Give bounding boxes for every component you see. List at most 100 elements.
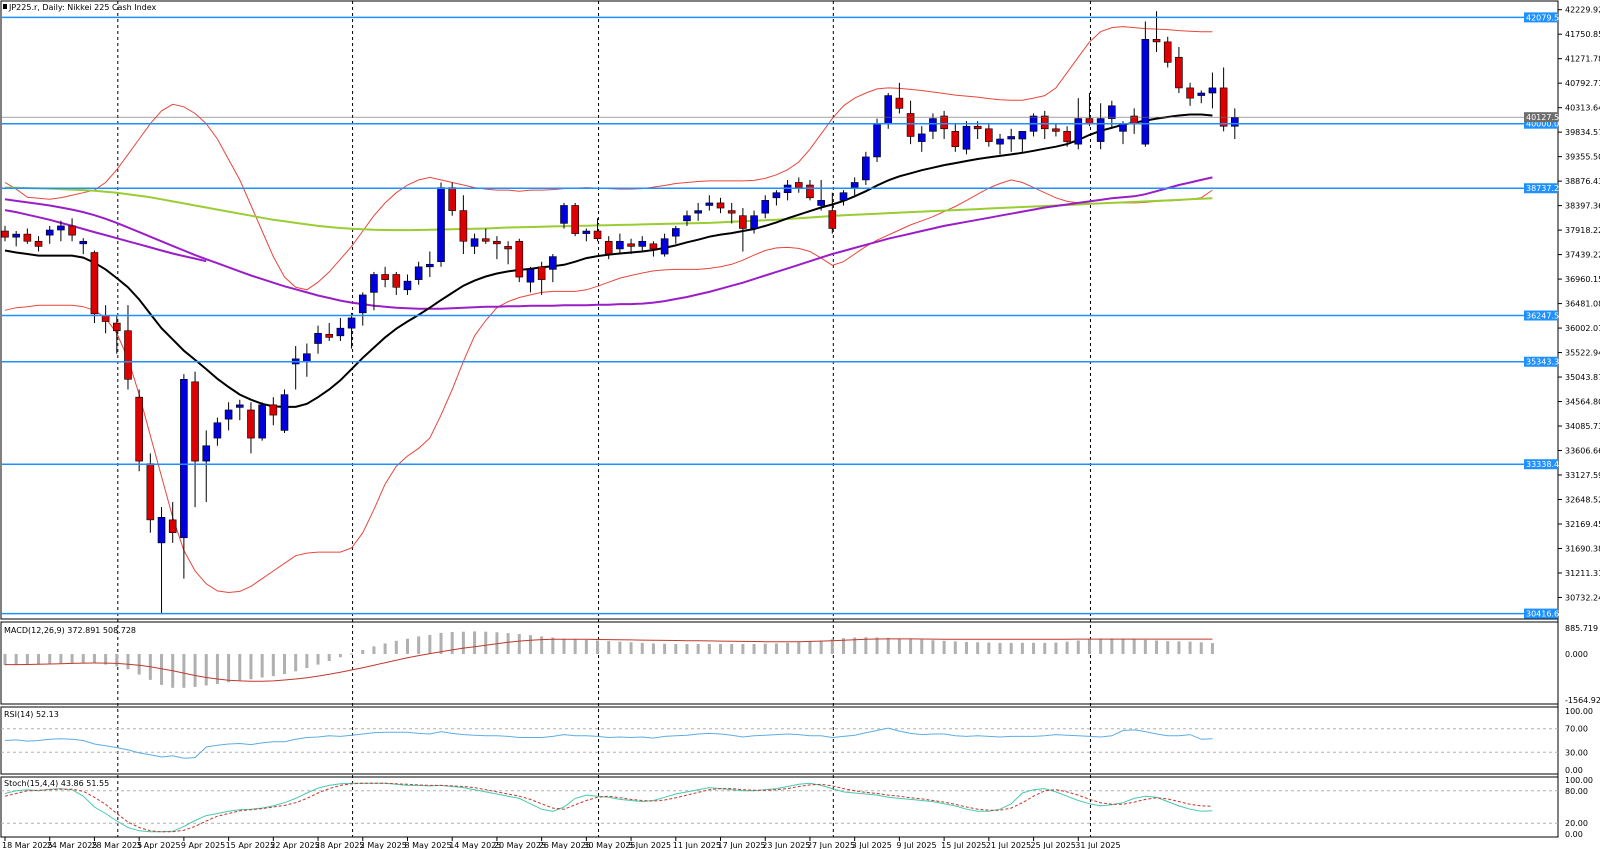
candle[interactable] (1219, 67, 1228, 132)
candle[interactable] (761, 195, 770, 219)
candle[interactable] (202, 430, 211, 502)
candle[interactable] (537, 261, 546, 295)
candle[interactable] (146, 453, 155, 533)
candle[interactable] (1, 225, 9, 242)
candle[interactable] (101, 305, 110, 334)
candle[interactable] (224, 402, 233, 431)
candle[interactable] (638, 236, 647, 252)
candle[interactable] (403, 274, 412, 295)
candle[interactable] (716, 197, 725, 214)
candle[interactable] (906, 100, 915, 145)
candle[interactable] (1007, 128, 1016, 152)
candle[interactable] (694, 202, 702, 221)
candle[interactable] (604, 236, 613, 260)
candle[interactable] (671, 225, 680, 244)
candle[interactable] (247, 402, 255, 454)
candle[interactable] (828, 192, 837, 234)
candle[interactable] (168, 501, 177, 543)
candle[interactable] (381, 266, 389, 288)
candle[interactable] (839, 190, 848, 206)
macd-panel[interactable] (0, 621, 1559, 705)
candle[interactable] (68, 218, 76, 242)
window-menu-icon[interactable] (3, 4, 7, 9)
candle[interactable] (325, 323, 334, 341)
candle[interactable] (929, 113, 937, 140)
candle[interactable] (291, 346, 300, 390)
candle[interactable] (124, 305, 132, 390)
candle[interactable] (593, 218, 602, 242)
candle[interactable] (1208, 72, 1217, 109)
candle[interactable] (336, 317, 345, 341)
candle[interactable] (470, 233, 479, 255)
candle[interactable] (1063, 126, 1071, 147)
candle[interactable] (504, 241, 512, 265)
candle[interactable] (985, 123, 993, 147)
candle[interactable] (191, 371, 199, 508)
candle[interactable] (1141, 21, 1150, 147)
candle[interactable] (806, 179, 814, 201)
candle[interactable] (917, 126, 926, 152)
candle[interactable] (526, 266, 535, 293)
candle[interactable] (370, 271, 378, 311)
candle[interactable] (571, 202, 579, 237)
candle[interactable] (358, 292, 367, 326)
candlesticks[interactable] (1, 11, 1239, 614)
candle[interactable] (727, 202, 736, 224)
candle[interactable] (616, 233, 624, 255)
candle[interactable] (280, 389, 289, 433)
candle[interactable] (314, 325, 322, 354)
candle[interactable] (705, 195, 714, 211)
candle[interactable] (157, 507, 166, 614)
candle[interactable] (493, 236, 501, 260)
candle[interactable] (996, 133, 1004, 155)
candle[interactable] (750, 210, 758, 234)
candle[interactable] (1130, 108, 1138, 134)
candle[interactable] (895, 82, 904, 114)
candle[interactable] (515, 238, 524, 283)
candle[interactable] (1186, 82, 1194, 106)
candle[interactable] (560, 202, 568, 229)
candle[interactable] (481, 228, 490, 244)
candle[interactable] (873, 118, 881, 163)
candle[interactable] (426, 251, 434, 278)
candle[interactable] (12, 231, 20, 247)
candle[interactable] (1197, 90, 1206, 104)
candle[interactable] (269, 397, 278, 426)
horizontal-levels[interactable]: 42079.57 40000.00 38737.28 36247.54 35343.37… (1, 12, 1564, 619)
candle[interactable] (850, 177, 859, 196)
main-price-panel[interactable] (0, 0, 1559, 620)
candle[interactable] (1085, 93, 1094, 127)
candle[interactable] (1040, 110, 1049, 140)
candle[interactable] (23, 228, 32, 244)
candle[interactable] (1119, 121, 1127, 145)
candle[interactable] (783, 179, 792, 201)
candle[interactable] (683, 210, 691, 226)
candle[interactable] (582, 228, 591, 242)
candle[interactable] (135, 389, 143, 472)
candle[interactable] (1096, 103, 1105, 150)
candle[interactable] (392, 271, 401, 295)
candle[interactable] (414, 261, 423, 285)
candle[interactable] (437, 182, 445, 267)
candle[interactable] (962, 121, 971, 155)
candle[interactable] (180, 374, 188, 579)
candle[interactable] (549, 254, 557, 283)
candle[interactable] (660, 233, 669, 257)
candle[interactable] (649, 241, 658, 257)
candle[interactable] (459, 195, 468, 255)
candle[interactable] (817, 179, 825, 211)
candle[interactable] (1018, 131, 1027, 152)
candle[interactable] (1163, 36, 1172, 68)
candle[interactable] (448, 182, 457, 216)
candle[interactable] (57, 220, 65, 242)
candle[interactable] (951, 123, 960, 152)
candle[interactable] (235, 399, 244, 421)
candle[interactable] (627, 238, 635, 255)
candle[interactable] (772, 190, 781, 206)
rsi-panel[interactable] (0, 706, 1559, 775)
candle[interactable] (79, 238, 88, 255)
candle[interactable] (113, 315, 121, 354)
candle[interactable] (1175, 47, 1183, 94)
candle[interactable] (258, 402, 266, 441)
